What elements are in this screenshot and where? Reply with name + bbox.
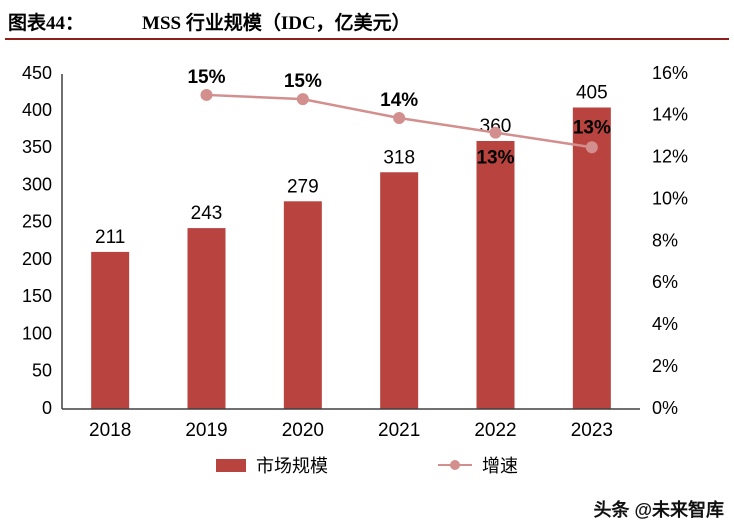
bar-2022 [476,141,515,409]
bar-line-chart: 0 50 100 150 200 250 300 350 400 450 0% 2% 4% 6% 8% 10%… [22,63,688,441]
left-axis-tick: 100 [22,323,52,343]
left-axis-tick: 350 [22,137,52,157]
x-axis-label: 2020 [282,420,324,441]
x-axis-label: 2021 [378,420,420,441]
chart-title: MSS 行业规模（IDC，亿美元） [142,13,411,34]
chart-legend: 市场规模 增速 [0,452,734,478]
growth-point [489,126,502,139]
bar-value-label: 318 [383,147,415,168]
left-axis-tick: 450 [22,63,52,83]
legend-line-label: 增速 [482,456,518,476]
growth-value-label: 13% [573,117,611,138]
bar-value-label: 405 [576,83,608,104]
bar-value-label: 279 [287,176,319,197]
left-axis-tick: 50 [32,361,52,381]
right-axis-tick: 12% [652,147,688,167]
legend-bar-label: 市场规模 [256,456,328,476]
x-axis-label: 2022 [474,420,516,441]
x-axis-label: 2023 [571,420,613,441]
source-watermark: 头条 @未来智库 [593,500,724,520]
left-axis-tick: 300 [22,174,52,194]
legend-item-bar: 市场规模 [216,452,328,478]
left-axis-tick: 400 [22,100,52,120]
left-axis-tick: 200 [22,249,52,269]
left-axis-tick: 0 [42,398,52,418]
right-axis-tick: 16% [652,63,688,83]
line-series-marker-icon [438,459,472,471]
growth-value-label: 15% [187,67,225,88]
bar-2018 [91,251,130,409]
growth-point [393,111,406,124]
growth-point [585,141,598,154]
left-axis-tick: 150 [22,286,52,306]
growth-value-label: 14% [380,90,418,111]
bar-2023 [572,107,611,409]
left-axis-tick: 250 [22,212,52,232]
right-axis-tick: 4% [652,314,678,334]
chart-area: 0 50 100 150 200 250 300 350 400 450 0% 2% 4% 6% 8% 10%… [0,44,734,450]
legend-item-line: 增速 [438,452,518,478]
growth-value-label: 13% [476,148,514,169]
right-axis-tick: 6% [652,272,678,292]
right-axis-tick: 2% [652,356,678,376]
bar-value-label: 243 [191,203,223,224]
bar-2021 [380,172,419,409]
x-axis-label: 2018 [89,420,131,441]
bar-2020 [283,201,322,409]
chart-header: 图表44： MSS 行业规模（IDC，亿美元） [8,8,726,35]
right-axis-tick: 8% [652,230,678,250]
right-axis-tick: 10% [652,188,688,208]
right-axis-tick: 0% [652,398,678,418]
growth-point [296,93,309,106]
bar-value-label: 211 [95,227,125,248]
bar-series-swatch-icon [216,458,246,472]
title-underline-rule [5,38,729,40]
right-axis-tick: 14% [652,105,688,125]
figure-number-label: 图表44： [8,13,85,34]
bar-2019 [187,228,226,409]
growth-point [200,88,213,101]
growth-value-label: 15% [284,71,322,92]
x-axis-label: 2019 [185,420,227,441]
